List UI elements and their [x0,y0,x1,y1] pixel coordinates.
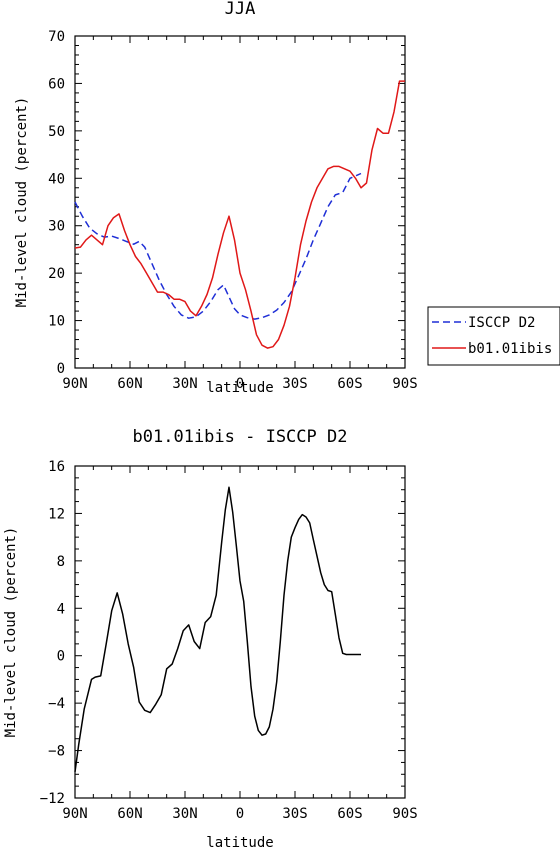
x-axis-label: latitude [206,835,273,851]
y-tick-label: 0 [57,361,65,377]
plot-frame [74,465,406,799]
top-panel: 90N 60N 30N 0 30S 60S 90S 0 10 20 30 40 50 60 70 JJA lat… [14,0,560,396]
x-tick-label: 60S [337,806,362,822]
legend-entry: ISCCP D2 [468,315,535,331]
series-line-isccp-d2 [74,172,362,320]
x-tick-label: 30N [172,806,197,822]
y-tick-label: 10 [48,314,65,330]
y-tick-label: −4 [48,696,65,712]
y-tick-label: −8 [48,744,65,760]
legend-box [427,306,560,366]
bottom-panel: 90N 60N 30N 0 30S 60S 90S −12 −8 −4 0 4 8 12 16 b01.01i… [3,427,418,851]
x-tick-label: 0 [236,376,244,392]
y-tick-label: −12 [40,791,65,807]
y-tick-label: 4 [57,601,65,617]
y-axis-label: Mid-level cloud (percent) [14,97,30,308]
y-tick-label: 16 [48,459,65,475]
legend-entry: b01.01ibis [468,341,552,357]
x-tick-label: 60N [117,376,142,392]
x-tick-label: 90N [62,376,87,392]
x-tick-label: 90N [62,806,87,822]
x-axis-label: latitude [206,380,273,396]
chart-title: JJA [225,0,256,19]
x-tick-label: 30N [172,376,197,392]
legend: ISCCP D2 b01.01ibis [427,306,560,366]
x-tick-label: 90S [392,806,417,822]
y-axis-label: Mid-level cloud (percent) [3,527,19,738]
series-line-difference [74,486,361,773]
series-line-b01-01ibis [74,80,405,349]
plot-frame [74,35,406,369]
y-tick-label: 12 [48,506,65,522]
y-tick-label: 50 [48,124,65,140]
x-tick-label: 60S [337,376,362,392]
x-tick-label: 30S [282,806,307,822]
y-tick-label: 30 [48,219,65,235]
y-tick-label: 20 [48,266,65,282]
x-tick-label: 30S [282,376,307,392]
x-tick-label: 90S [392,376,417,392]
y-tick-label: 60 [48,76,65,92]
y-tick-label: 70 [48,29,65,45]
y-tick-label: 40 [48,171,65,187]
x-tick-label: 0 [236,806,244,822]
y-tick-label: 0 [57,649,65,665]
y-tick-label: 8 [57,554,65,570]
chart-title: b01.01ibis - ISCCP D2 [133,427,348,447]
x-tick-label: 60N [117,806,142,822]
